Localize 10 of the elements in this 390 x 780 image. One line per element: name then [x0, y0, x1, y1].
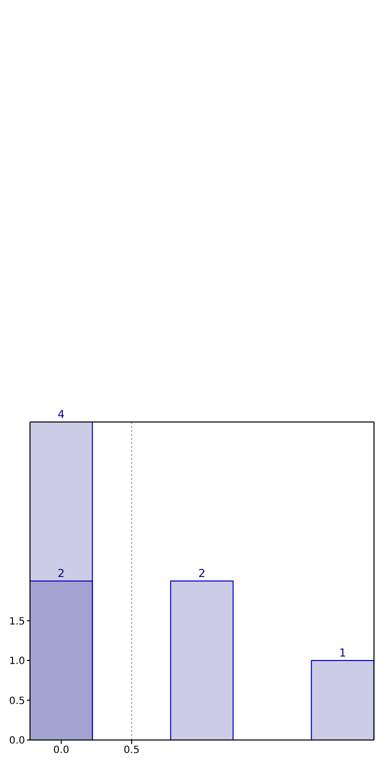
data-label: 1	[339, 646, 346, 660]
y-tick-label: 0.0	[9, 736, 25, 747]
bar	[170, 580, 234, 740]
y-tick-label: 1.5	[9, 616, 25, 628]
bar	[310, 660, 374, 740]
data-label: 2	[198, 567, 206, 580]
y-tick-label: 0.5	[9, 696, 25, 707]
y-tick-label: 1.0	[9, 656, 25, 668]
data-label: 4	[58, 408, 65, 421]
data-label: 2	[58, 567, 65, 580]
